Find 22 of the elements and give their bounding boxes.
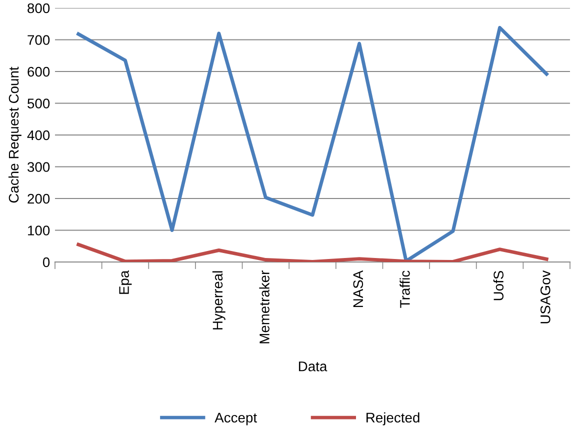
line-series [76,26,548,262]
x-tick-label: Hyperreal [212,271,226,330]
x-tick-label: NASA [353,270,364,308]
y-tick-label: 100 [28,226,50,236]
x-tick-label: UofS [493,270,504,300]
y-tick-label: 800 [28,3,50,14]
x-axis-title: Data [298,362,328,372]
y-tick-label: 600 [28,66,50,77]
y-tick-label: 0 [42,257,50,268]
y-tick-label: 700 [28,35,50,45]
legend-label: Rejected [366,412,420,426]
line-series [76,242,548,262]
x-tick-label: Traffic [400,270,410,308]
y-tick-label: 400 [27,130,50,140]
x-tick-label: USAGov [540,270,550,324]
y-tick-label: 200 [28,194,50,204]
y-axis-title: Cache Request Count [8,66,22,203]
y-tick-label: 300 [28,162,50,172]
x-tick-label: Epa [119,270,132,294]
legend-label: Accept [214,412,257,426]
x-tick-label: Memetraker [259,270,270,344]
y-tick-label: 500 [28,98,50,108]
